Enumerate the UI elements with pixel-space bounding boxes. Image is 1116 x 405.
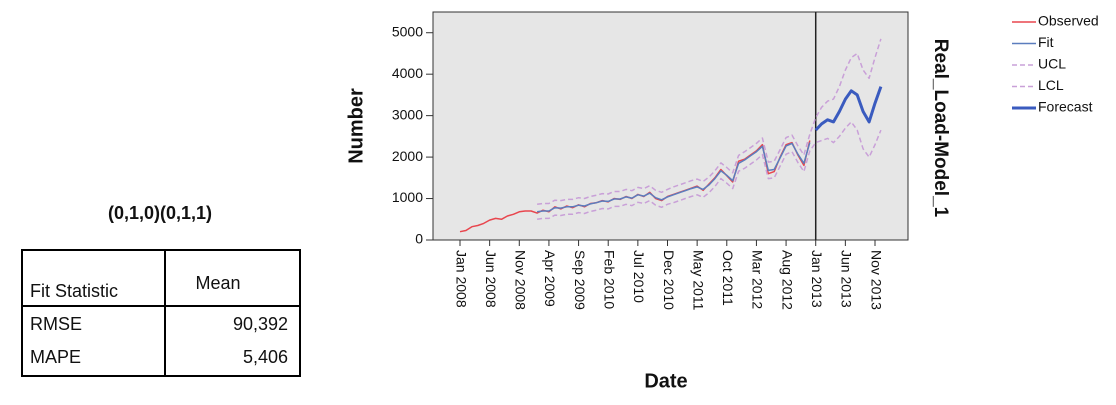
legend-label: LCL [1038, 77, 1064, 93]
x-tick-label: Oct 2011 [720, 250, 736, 306]
x-tick-label: Aug 2012 [779, 250, 795, 310]
legend-label: Observed [1038, 13, 1099, 29]
x-tick-label: Jan 2013 [809, 250, 825, 308]
y-tick-label: 4000 [392, 65, 423, 81]
x-tick-label: Feb 2010 [602, 250, 618, 309]
y-tick-label: 3000 [392, 106, 423, 122]
y-tick-label: 2000 [392, 148, 423, 164]
x-tick-label: Sep 2009 [572, 250, 588, 310]
series-line [814, 86, 883, 132]
legend-label: Fit [1038, 34, 1054, 50]
x-tick-label: Nov 2008 [513, 250, 529, 310]
legend-label: Forecast [1038, 99, 1093, 115]
y-axis-label: Number [345, 88, 367, 164]
x-tick-label: Nov 2013 [868, 250, 884, 310]
x-tick-label: Mar 2012 [750, 250, 766, 309]
x-tick-label: Jul 2010 [631, 250, 647, 303]
x-tick-label: May 2011 [690, 250, 706, 311]
series-label: Real_Load-Model_1 [930, 39, 951, 218]
series-line [536, 121, 882, 221]
x-tick-label: Apr 2009 [542, 250, 558, 307]
y-tick-label: 0 [415, 231, 423, 247]
table-cell: RMSE [30, 314, 82, 334]
series-line [536, 142, 811, 213]
table-cell: MAPE [30, 347, 81, 367]
x-tick-label: Jun 2013 [839, 250, 855, 308]
y-tick-label: 5000 [392, 23, 423, 39]
x-tick-label: Jan 2008 [453, 250, 469, 308]
table-header: Mean [195, 273, 240, 293]
fit-table [21, 249, 301, 377]
x-tick-label: Jun 2008 [483, 250, 499, 308]
plot-area [432, 11, 909, 241]
series-line [536, 38, 882, 206]
table-cell: 5,406 [243, 347, 288, 367]
table-header: Fit Statistic [30, 281, 118, 301]
x-tick-label: Dec 2010 [661, 250, 677, 310]
x-axis-label: Date [644, 370, 687, 392]
table-title: (0,1,0)(0,1,1) [108, 203, 212, 223]
table-border [21, 249, 301, 377]
legend-label: UCL [1038, 56, 1066, 72]
y-tick-label: 1000 [392, 189, 423, 205]
table-cell: 90,392 [233, 314, 288, 334]
